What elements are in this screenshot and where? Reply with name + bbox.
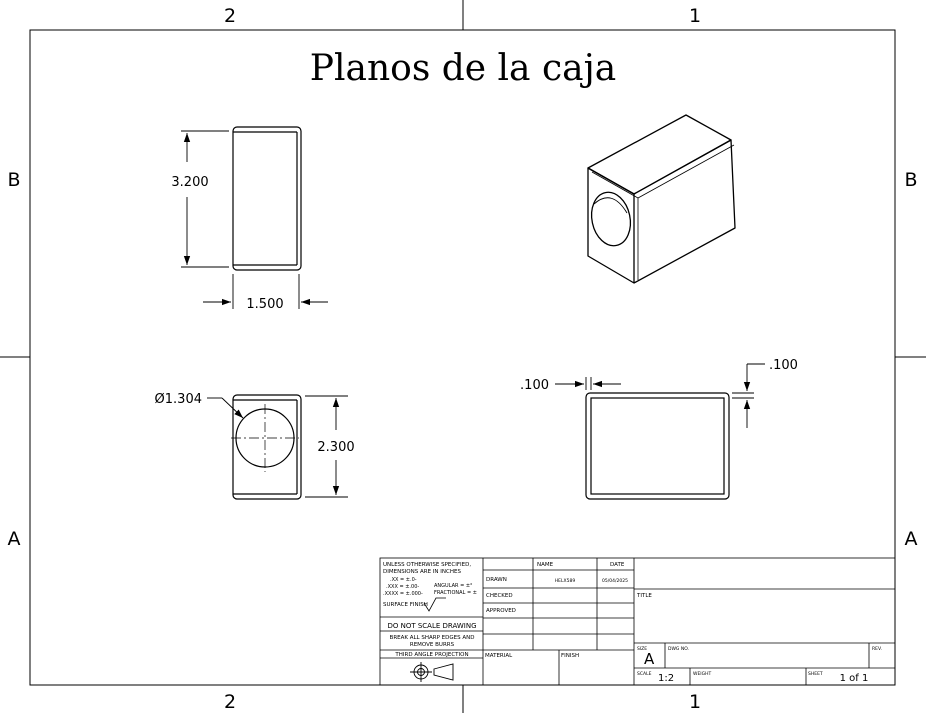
zone-label-left-top: B <box>7 169 20 191</box>
surface-finish-label: SURFACE FINISH <box>383 602 428 608</box>
front-view <box>232 126 302 271</box>
column-name-header: NAME <box>537 562 554 568</box>
zone-label-bottom-left: 2 <box>224 691 236 713</box>
depth-dimension <box>305 395 348 498</box>
height-dimension-value: 3.200 <box>171 175 208 190</box>
wall-thickness-vertical-dimension <box>732 363 765 428</box>
scale-label: SCALE <box>637 671 652 677</box>
tolerance-fractional: FRACTIONAL = ± <box>434 590 477 596</box>
drawn-date: 05/04/2025 <box>602 578 628 584</box>
sheet-value: 1 of 1 <box>840 673 869 684</box>
zone-label-top-left: 2 <box>224 5 236 27</box>
drawn-by-name: HELX589 <box>555 578 576 584</box>
width-dimension-value: 1.500 <box>246 297 283 312</box>
zone-label-left-bottom: A <box>8 528 21 550</box>
title-block <box>379 557 896 686</box>
row-drawn-label: DRAWN <box>486 577 507 583</box>
zone-label-right-bottom: A <box>905 528 918 550</box>
wall-thickness-horizontal-dimension <box>555 377 621 390</box>
width-dimension <box>203 274 328 309</box>
column-date-header: DATE <box>610 562 625 568</box>
surface-finish-symbol <box>423 597 446 612</box>
drawing-number-label: DWG NO. <box>668 646 689 652</box>
tolerance-xxxx: .XXXX = ±.000- <box>383 591 423 597</box>
tolerance-xx: .XX = ±.0- <box>390 577 417 583</box>
depth-dimension-value: 2.300 <box>317 440 354 455</box>
revision-label: REV. <box>872 646 882 652</box>
do-not-scale-note: DO NOT SCALE DRAWING <box>387 622 476 630</box>
finish-label: FINISH <box>561 653 579 659</box>
zone-label-right-top: B <box>904 169 917 191</box>
title-label: TITLE <box>636 593 652 599</box>
side-view <box>232 394 302 500</box>
third-angle-projection-symbol <box>410 662 454 682</box>
projection-label: THIRD ANGLE PROJECTION <box>394 652 468 658</box>
hole-centerlines <box>231 404 299 472</box>
row-checked-label: CHECKED <box>486 593 513 599</box>
zone-label-bottom-right: 1 <box>689 691 701 713</box>
hole-diameter-leader <box>207 397 244 419</box>
wall-thickness-vertical-value: .100 <box>769 358 798 373</box>
sheet-label: SHEET <box>808 671 823 677</box>
weight-label: WEIGHT <box>693 671 711 677</box>
isometric-view <box>587 114 736 284</box>
drawing-title: Planos de la caja <box>310 48 616 89</box>
size-value: A <box>644 650 655 668</box>
height-dimension <box>181 130 229 268</box>
wall-thickness-horizontal-value: .100 <box>520 378 549 393</box>
material-label: MATERIAL <box>485 653 513 659</box>
tolerance-xxx: .XXX = ±.00- <box>386 584 419 590</box>
tolerance-angular: ANGULAR = ±° <box>434 583 473 589</box>
tolerance-note-line2: DIMENSIONS ARE IN INCHES <box>383 569 461 575</box>
scale-value: 1:2 <box>658 673 674 684</box>
hole-diameter-value: Ø1.304 <box>155 392 202 407</box>
size-label: SIZE <box>637 646 647 652</box>
row-approved-label: APPROVED <box>486 608 516 614</box>
break-edges-note-1: BREAK ALL SHARP EDGES AND <box>390 635 475 641</box>
top-view <box>585 392 730 500</box>
break-edges-note-2: REMOVE BURRS <box>410 642 455 648</box>
tolerance-note-line1: UNLESS OTHERWISE SPECIFIED, <box>383 562 471 568</box>
zone-label-top-right: 1 <box>689 5 701 27</box>
